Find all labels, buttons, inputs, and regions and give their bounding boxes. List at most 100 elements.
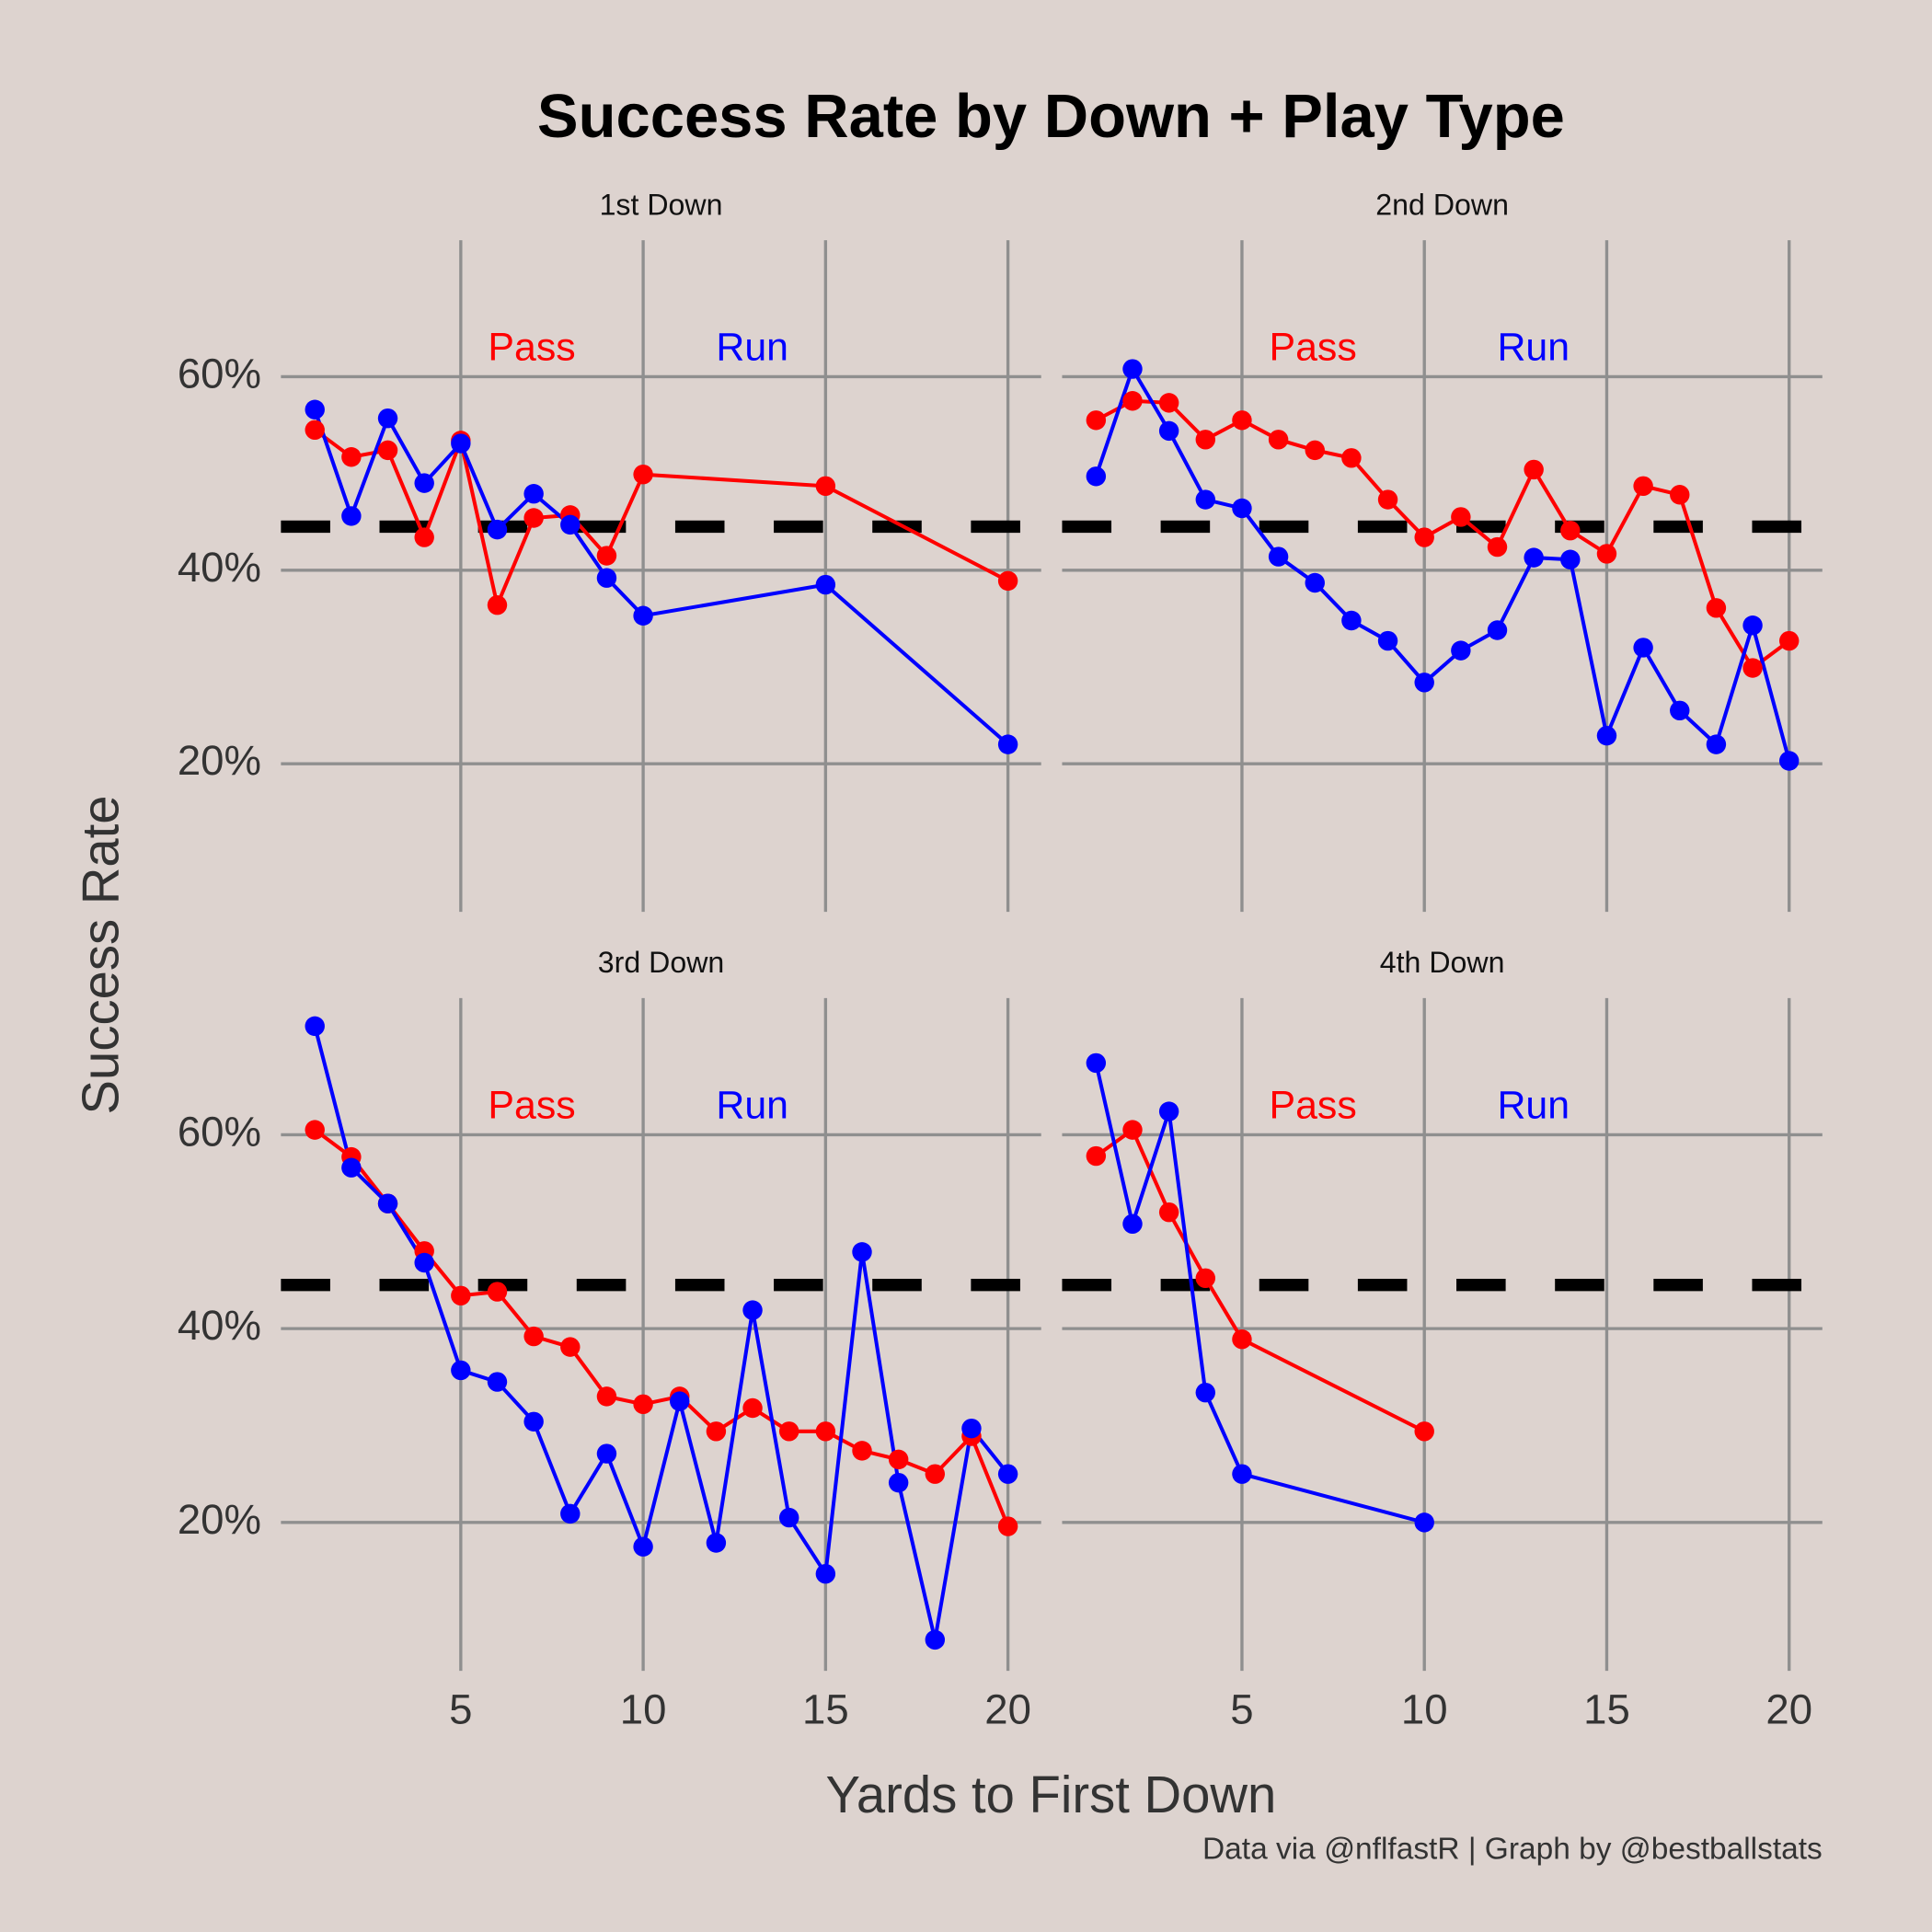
point <box>1195 1268 1216 1289</box>
point <box>596 568 617 588</box>
point <box>1305 572 1325 593</box>
series-line <box>313 408 1009 746</box>
point <box>1633 638 1653 658</box>
point <box>1232 498 1252 519</box>
point <box>997 734 1018 754</box>
point <box>451 1285 471 1306</box>
point <box>815 574 836 595</box>
point <box>633 1394 653 1415</box>
legend-label: Pass <box>1270 326 1357 370</box>
facet-title: 4th Down <box>1380 946 1505 979</box>
point <box>997 1516 1018 1536</box>
point <box>1195 489 1216 510</box>
point <box>341 1157 362 1178</box>
point <box>1158 1202 1179 1223</box>
chart-title: Success Rate by Down + Play Type <box>537 82 1565 151</box>
point <box>1742 615 1763 636</box>
point <box>1122 359 1143 379</box>
point <box>1451 640 1471 661</box>
point <box>1524 547 1544 568</box>
point <box>1670 485 1690 505</box>
facet-title: 2nd Down <box>1375 188 1509 221</box>
point <box>925 1464 946 1484</box>
facet-title: 3rd Down <box>598 946 725 979</box>
point <box>1232 410 1252 431</box>
series-line <box>313 1025 1010 1640</box>
facet-title: 1st Down <box>600 188 723 221</box>
point <box>1487 536 1508 558</box>
point <box>1414 1421 1434 1442</box>
point <box>1086 1145 1107 1167</box>
point <box>778 1421 799 1442</box>
point <box>523 508 544 528</box>
point <box>487 594 508 615</box>
point <box>1706 734 1727 754</box>
legend-label: Run <box>716 326 788 370</box>
point <box>451 433 471 454</box>
x-tick-label: 10 <box>1401 1686 1448 1733</box>
point <box>1086 1052 1107 1074</box>
series-line <box>1094 1062 1425 1524</box>
point <box>596 1443 617 1464</box>
point <box>341 506 362 526</box>
point <box>1158 393 1179 413</box>
point <box>1086 466 1107 487</box>
point <box>1706 598 1727 618</box>
y-tick-label: 60% <box>178 1108 261 1155</box>
point <box>1195 1382 1216 1403</box>
point <box>1232 1464 1252 1484</box>
point <box>1742 658 1763 678</box>
point <box>1524 459 1544 480</box>
point <box>523 1411 544 1432</box>
point <box>560 1503 581 1524</box>
point <box>1158 1101 1179 1121</box>
legend-label: Pass <box>488 326 575 370</box>
caption: Data via @nflfastR | Graph by @bestballs… <box>1202 1832 1823 1866</box>
x-tick-label: 5 <box>1230 1686 1253 1733</box>
point <box>1341 610 1362 631</box>
point <box>1268 546 1289 567</box>
legend-label: Run <box>1497 1083 1570 1127</box>
x-tick-label: 5 <box>449 1686 472 1733</box>
point <box>560 1337 581 1357</box>
point <box>377 440 398 461</box>
point <box>1633 476 1653 497</box>
point <box>1560 520 1581 541</box>
point <box>888 1472 909 1493</box>
point <box>1268 430 1289 450</box>
point <box>1377 630 1398 651</box>
point <box>305 399 325 420</box>
y-axis-label: Success Rate <box>72 795 130 1114</box>
x-tick-label: 15 <box>802 1686 849 1733</box>
point <box>487 1282 508 1302</box>
legend-label: Pass <box>1270 1083 1357 1127</box>
point <box>1305 440 1325 461</box>
legend-label: Run <box>1497 326 1570 370</box>
point <box>1122 1120 1143 1140</box>
point <box>1779 630 1800 651</box>
point <box>305 1120 325 1140</box>
legend-label: Pass <box>488 1083 575 1127</box>
point <box>778 1507 799 1528</box>
y-tick-label: 20% <box>178 1496 261 1543</box>
point <box>1414 1512 1434 1533</box>
point <box>414 527 434 547</box>
point <box>997 1464 1018 1484</box>
point <box>560 514 581 535</box>
x-tick-label: 20 <box>1765 1686 1812 1733</box>
point <box>1414 673 1434 693</box>
point <box>1596 725 1617 746</box>
point <box>377 1193 398 1213</box>
point <box>1670 700 1690 721</box>
point <box>1122 391 1143 411</box>
point <box>305 1016 325 1037</box>
y-tick-label: 60% <box>178 350 261 397</box>
point <box>1487 620 1508 640</box>
point <box>487 1372 508 1392</box>
point <box>414 473 434 493</box>
point <box>633 1536 653 1557</box>
x-tick-label: 15 <box>1583 1686 1630 1733</box>
point <box>523 484 544 504</box>
y-tick-label: 40% <box>178 544 261 591</box>
